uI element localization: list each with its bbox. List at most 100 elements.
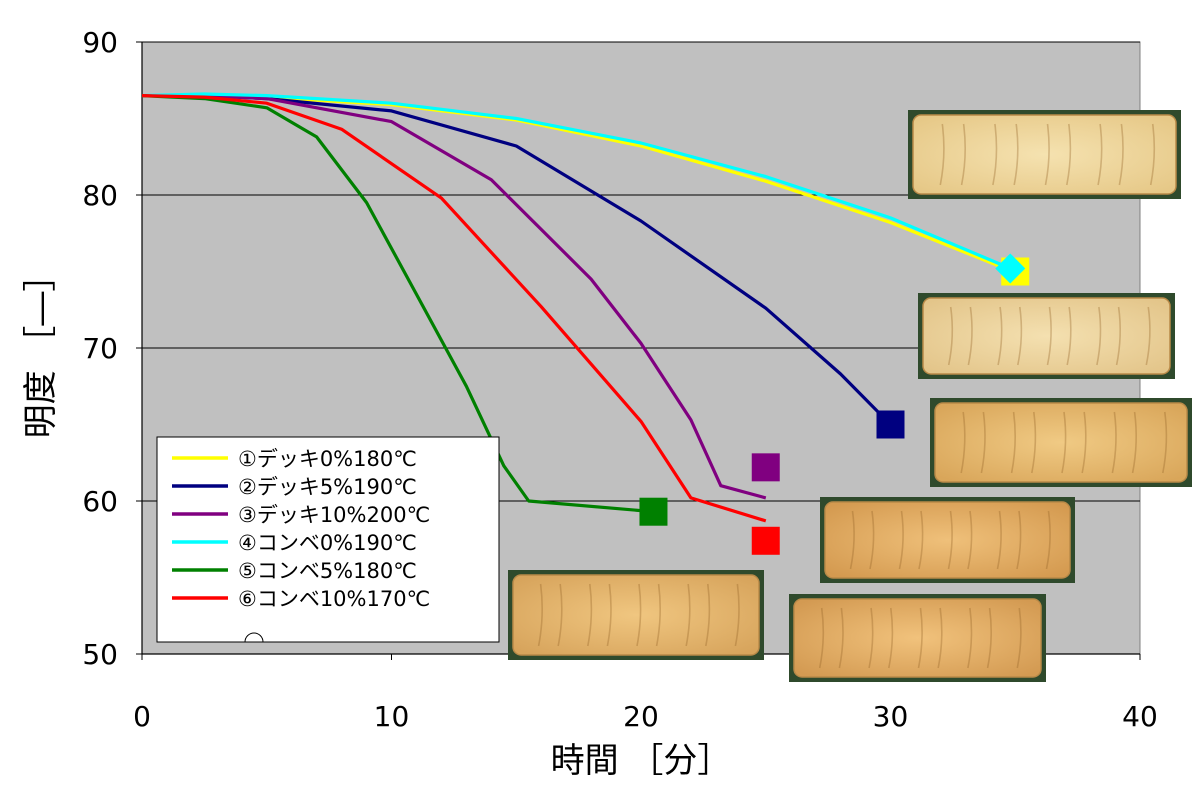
loaf-crease <box>685 583 691 647</box>
loaf-crease <box>996 510 1002 570</box>
x-tick-label-40: 40 <box>1122 700 1158 733</box>
legend-box <box>156 436 500 643</box>
loaf-crease <box>1061 411 1067 474</box>
loaf-crease <box>869 510 875 570</box>
legend-label-5: ⑤コンベ5%180℃ <box>238 559 417 583</box>
x-tick-label-30: 30 <box>873 700 909 733</box>
loaf-crease <box>1162 411 1168 474</box>
loaf-body <box>922 297 1171 375</box>
end-marker-3 <box>751 453 780 482</box>
x-tick-label-20: 20 <box>623 700 659 733</box>
loaf-crease <box>868 607 874 669</box>
loaf-crease <box>960 411 966 474</box>
loaf-crease <box>967 607 973 669</box>
legend-label-2: ②デッキ5%190℃ <box>238 475 417 499</box>
loaf-crease <box>967 510 973 570</box>
loaf-body <box>912 114 1177 195</box>
loaf-crease <box>888 607 894 669</box>
loaf-photo-4: ④コンベ0%190℃ <box>918 293 1175 379</box>
series-line-5 <box>141 94 654 514</box>
loaf-photo-6: ⑥コンベ10%170℃ <box>508 570 764 660</box>
loaf-crease <box>992 123 998 186</box>
loaf-crease <box>1131 411 1137 474</box>
loaf-crease <box>1046 306 1052 366</box>
loaf-crease <box>606 583 612 647</box>
loaf-crease <box>1145 306 1151 366</box>
legend-label-3: ③デッキ10%200℃ <box>238 503 430 527</box>
y-axis-title: 明度 ［―］ <box>21 258 61 439</box>
loaf-crease <box>1044 123 1050 186</box>
series-line-6 <box>141 94 767 523</box>
series-line-3 <box>142 93 767 500</box>
loaf-photos: ①デッキ0%180℃ ④コンベ0%190℃ ②デッキ5%190℃ ③デッキ10%200… <box>508 110 1192 682</box>
series-lines <box>141 92 1014 523</box>
loaf-photo-1: ①デッキ0%180℃ <box>908 110 1181 199</box>
loaf-crease <box>1017 306 1023 366</box>
loaf-crease <box>898 510 904 570</box>
loaf-crease <box>1016 510 1022 570</box>
legend-label-6: ⑥コンベ10%170℃ <box>238 587 430 611</box>
loaf-crease <box>1031 411 1037 474</box>
loaf-crease <box>587 583 593 647</box>
loaf-crease <box>997 306 1003 366</box>
loaf-crease <box>917 607 923 669</box>
loaf-crease <box>537 583 543 647</box>
loaf-crease <box>636 583 642 647</box>
loaf-crease <box>557 583 563 647</box>
loaf-crease <box>1097 123 1103 186</box>
y-tick-label-80: 80 <box>82 179 118 212</box>
end-markers <box>639 253 1030 555</box>
loaf-crease <box>1066 123 1072 186</box>
y-tick-label-60: 60 <box>82 485 118 518</box>
end-marker-4 <box>995 253 1026 284</box>
loaf-crease <box>1111 411 1117 474</box>
x-tick-label-10: 10 <box>374 700 410 733</box>
loaf-crease <box>980 411 986 474</box>
x-tick-label-0: 0 <box>133 700 151 733</box>
loaf-crease <box>967 306 973 366</box>
end-marker-5 <box>639 497 668 526</box>
loaf-crease <box>734 583 740 647</box>
end-marker-2 <box>876 410 905 439</box>
loaf-crease <box>1096 306 1102 366</box>
loaf-crease <box>705 583 711 647</box>
loaf-crease <box>1066 306 1072 366</box>
y-tick-label-70: 70 <box>82 332 118 365</box>
loaf-crease <box>1118 123 1124 186</box>
loaf-crease <box>937 607 943 669</box>
loaf-crease <box>849 510 855 570</box>
loaf-body <box>793 598 1042 678</box>
loaf-crease <box>1010 411 1016 474</box>
series-line-4 <box>141 92 1011 270</box>
loaf-photo-5: ⑤コンベ5%180℃ <box>789 594 1046 682</box>
loaf-body <box>512 574 760 656</box>
loaf-crease <box>655 583 661 647</box>
legend-cut-entry <box>244 632 264 643</box>
loaf-crease <box>1045 510 1051 570</box>
loaf-crease <box>1013 123 1019 186</box>
loaf-crease <box>1149 123 1156 186</box>
loaf-crease <box>818 607 825 669</box>
loaf-crease <box>1016 607 1022 669</box>
legend-label-1: ①デッキ0%180℃ <box>238 447 417 471</box>
loaf-crease <box>1115 306 1121 366</box>
loaf-crease <box>918 510 924 570</box>
end-marker-6 <box>751 526 780 555</box>
y-tick-label-90: 90 <box>82 26 118 59</box>
loaf-crease <box>838 607 844 669</box>
y-tick-label-50: 50 <box>82 638 118 671</box>
loaf-body <box>824 501 1071 579</box>
loaf-crease <box>986 607 992 669</box>
loaf-crease <box>947 306 954 366</box>
loaf-photo-3: ③デッキ10%200℃ <box>820 497 1075 583</box>
x-axis-title: 時間 ［分］ <box>551 741 732 781</box>
legend: ①デッキ0%180℃ ②デッキ5%190℃ ③デッキ10%200℃ ④コンベ0%190… <box>156 436 500 643</box>
loaf-crease <box>939 123 945 186</box>
loaf-crease <box>947 510 953 570</box>
legend-label-4: ④コンベ0%190℃ <box>238 531 417 555</box>
loaf-crease <box>960 123 966 186</box>
loaf-body <box>934 402 1188 483</box>
loaf-crease <box>1081 411 1087 474</box>
loaf-photo-2: ②デッキ5%190℃ <box>930 398 1192 487</box>
